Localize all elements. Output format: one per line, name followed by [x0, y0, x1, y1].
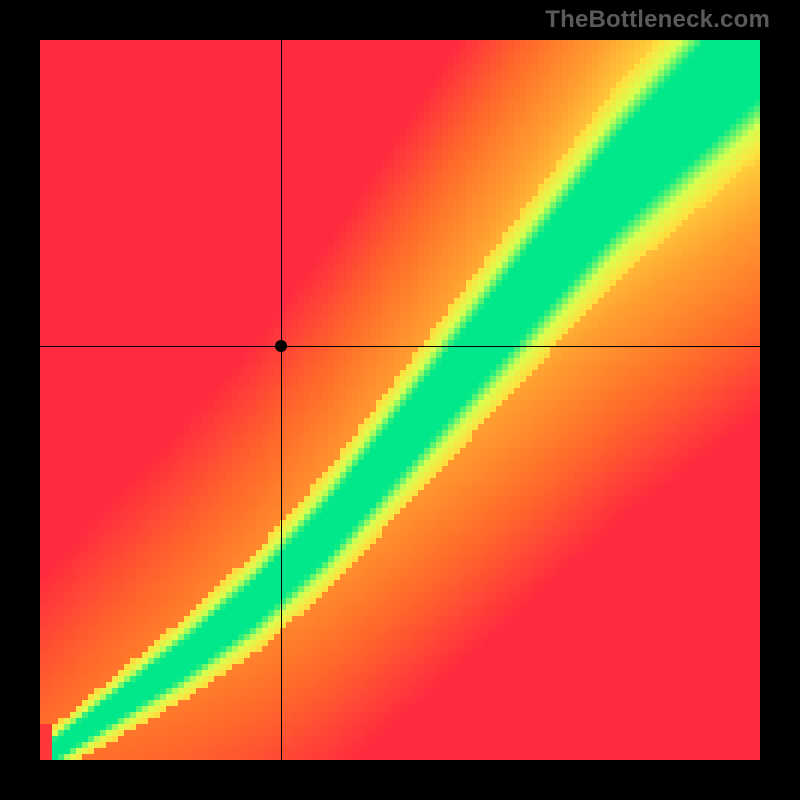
watermark-text: TheBottleneck.com [545, 6, 770, 34]
heatmap-plot [40, 40, 760, 760]
chart-container: TheBottleneck.com [0, 0, 800, 800]
